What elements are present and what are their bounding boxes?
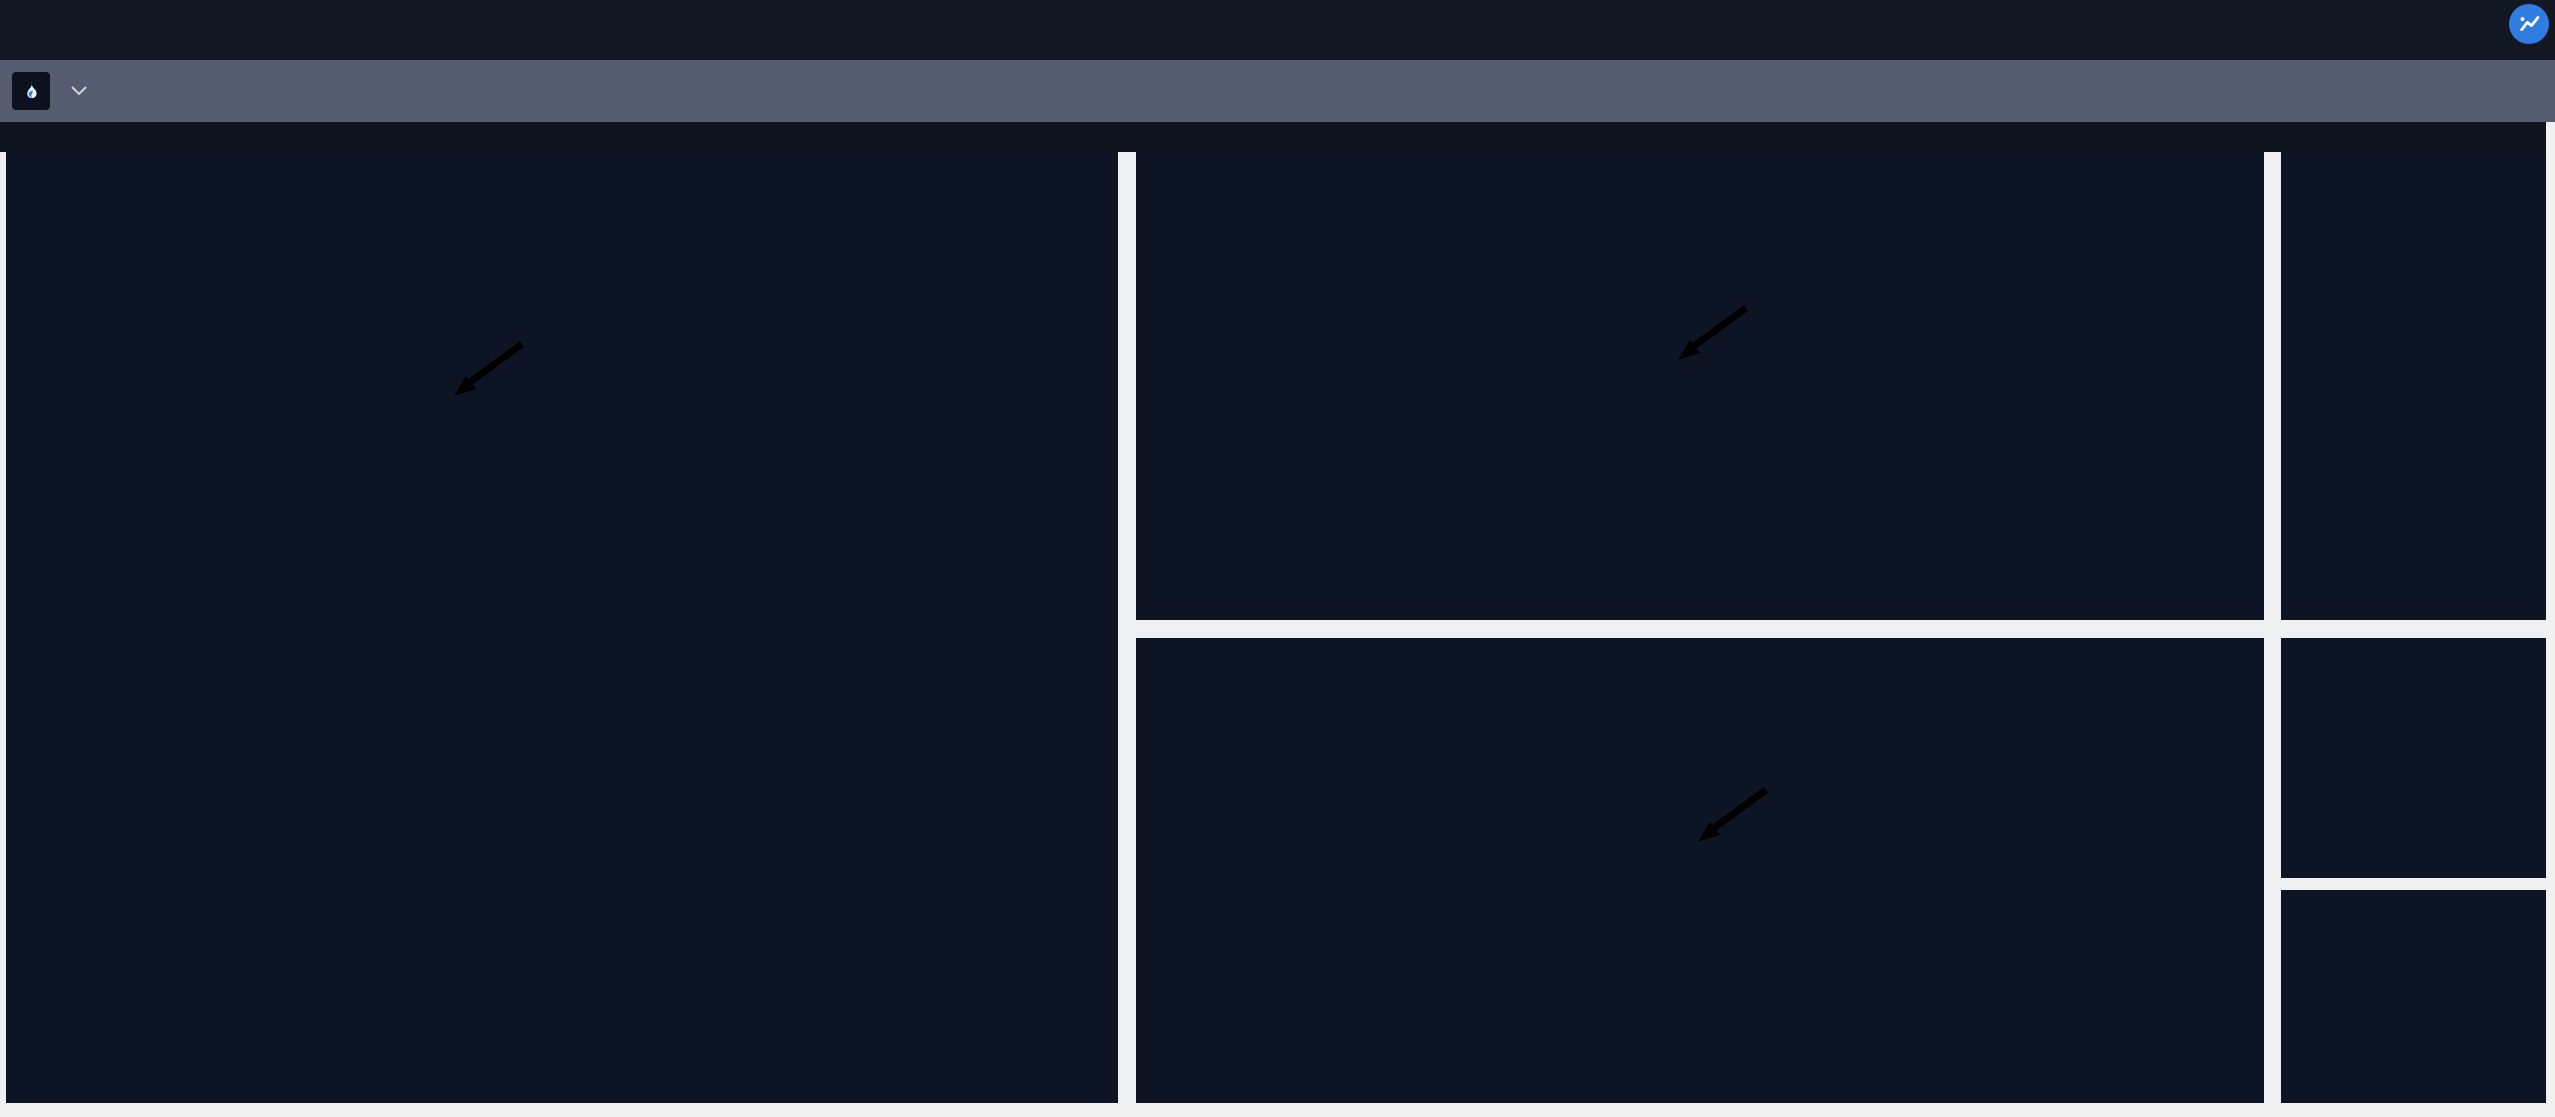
annotation-volume xyxy=(450,338,542,402)
chevron-down-icon xyxy=(71,86,87,96)
price-chart[interactable] xyxy=(1136,152,1436,302)
profit-chart-panel xyxy=(1136,638,2264,1103)
volume-chart[interactable] xyxy=(6,152,306,302)
chart-logo-icon[interactable] xyxy=(2509,4,2549,44)
arrow-icon xyxy=(454,341,525,396)
symbol-selector[interactable] xyxy=(62,86,87,96)
huobi-logo-icon[interactable] xyxy=(12,72,50,110)
selfquant-panel xyxy=(2281,152,2547,620)
arrow-icon xyxy=(1678,305,1749,360)
annotation-price xyxy=(1674,302,1766,366)
profit-chart[interactable] xyxy=(1136,638,1436,788)
annotation-profit xyxy=(1694,784,1786,848)
vertical-scrollbar[interactable] xyxy=(2546,122,2555,1117)
header-band xyxy=(0,122,2546,152)
nav-bar xyxy=(0,60,2555,122)
price-chart-panel xyxy=(1136,152,2264,620)
trade-status-panel xyxy=(2281,638,2547,878)
summary-panel xyxy=(2281,890,2547,1103)
ticker-bar xyxy=(0,0,2555,60)
volume-chart-panel xyxy=(6,152,1118,1103)
arrow-icon xyxy=(1698,787,1769,842)
horizontal-scrollbar[interactable] xyxy=(0,1103,2546,1117)
